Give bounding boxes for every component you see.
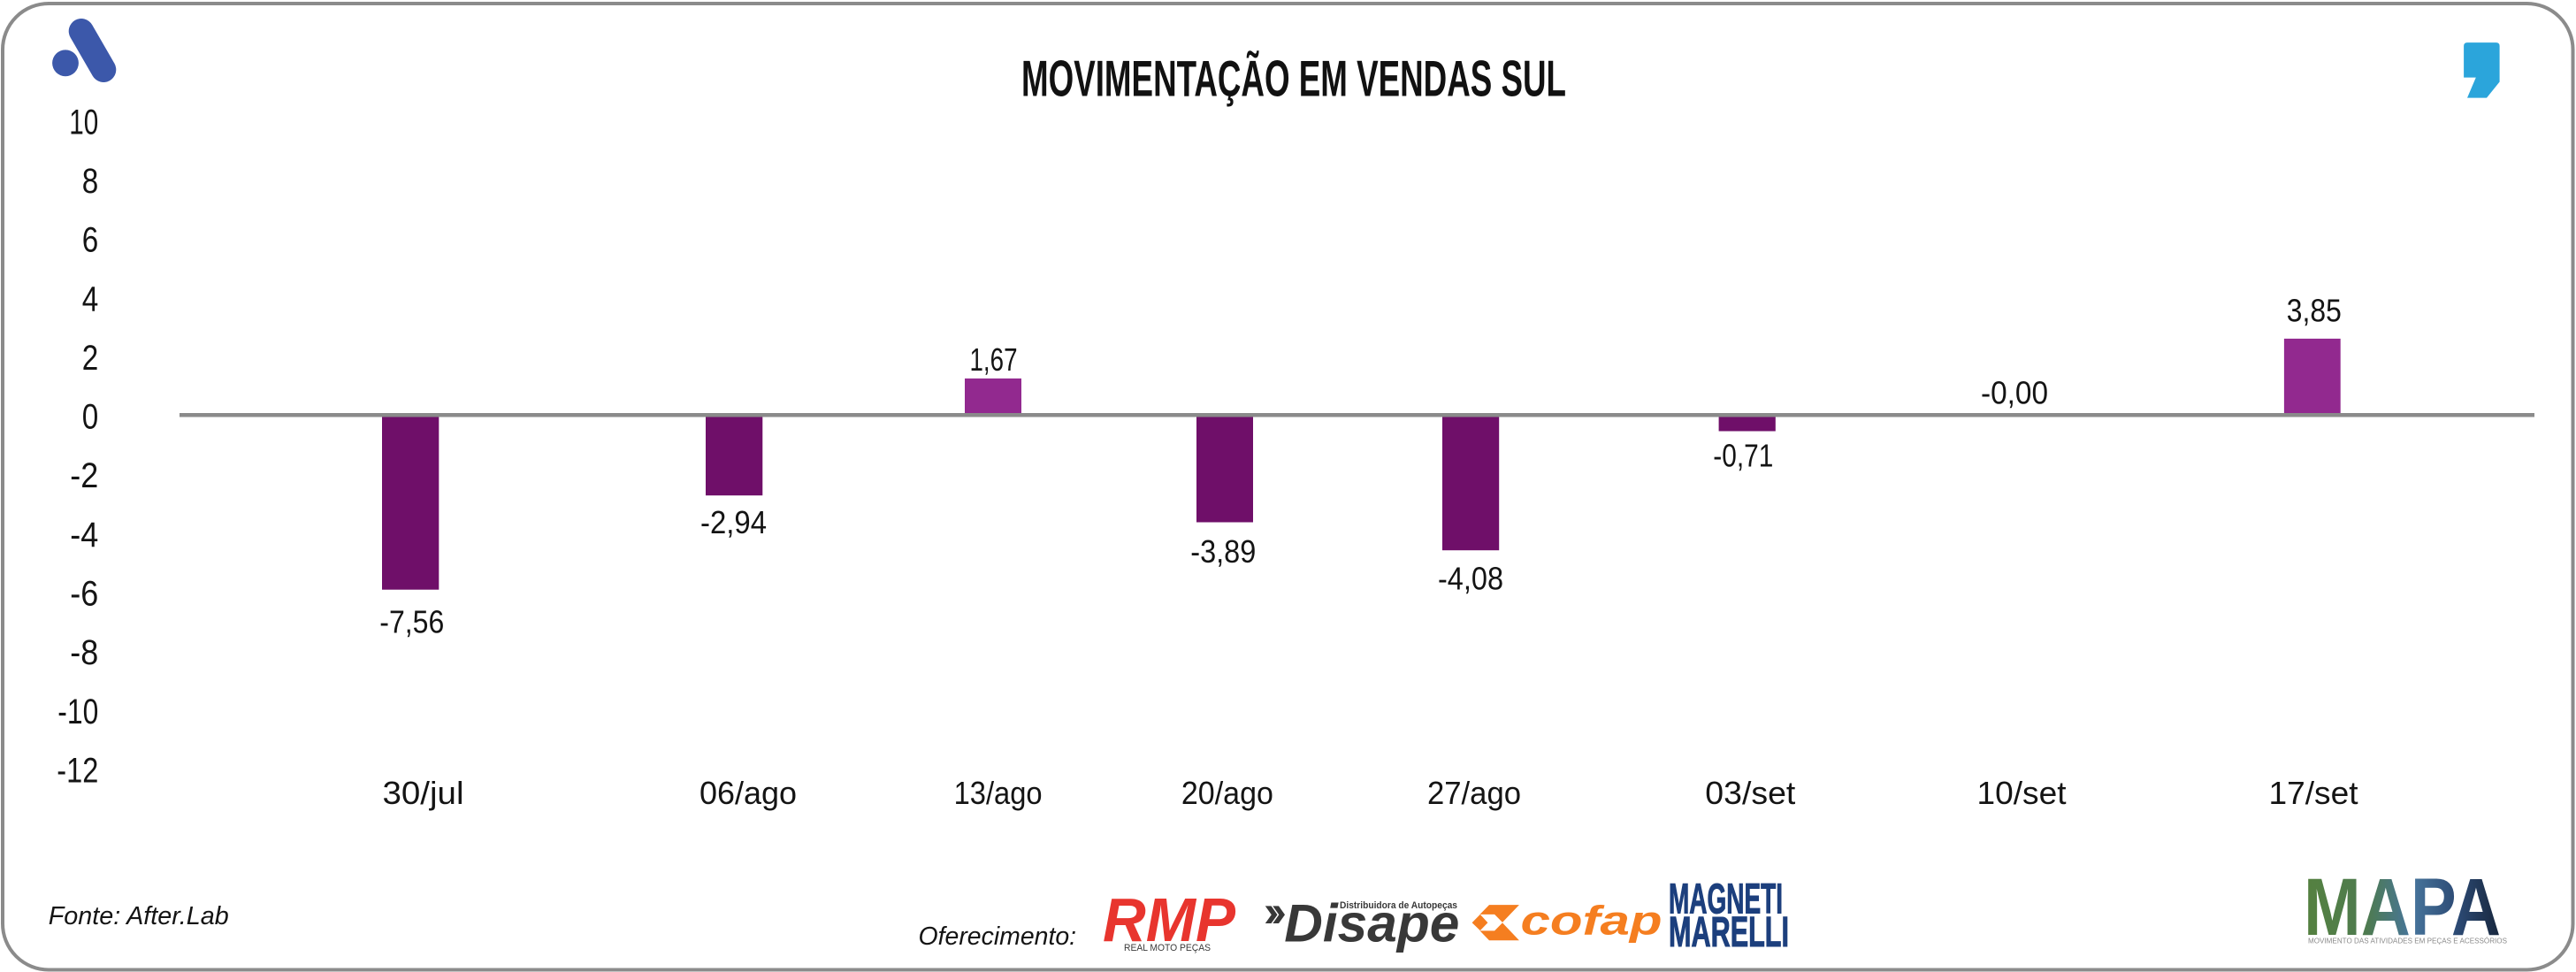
svg-text:0: 0 <box>82 398 99 437</box>
svg-text:10: 10 <box>69 103 98 142</box>
svg-text:Fonte: After.Lab: Fonte: After.Lab <box>49 902 229 930</box>
svg-text:-4,08: -4,08 <box>1438 561 1503 597</box>
svg-text:30/jul: 30/jul <box>383 775 464 811</box>
svg-text:MAGNETI: MAGNETI <box>1669 876 1783 923</box>
svg-text:17/set: 17/set <box>2269 775 2358 811</box>
svg-text:-6: -6 <box>70 575 98 614</box>
svg-text:-2: -2 <box>70 456 98 495</box>
svg-text:MOVIMENTAÇÃO EM VENDAS SUL: MOVIMENTAÇÃO EM VENDAS SUL <box>1021 50 1566 107</box>
svg-text:10/set: 10/set <box>1977 775 2067 811</box>
svg-text:27/ago: 27/ago <box>1427 775 1521 811</box>
svg-text:-3,89: -3,89 <box>1190 533 1256 570</box>
svg-text:1,67: 1,67 <box>970 341 1018 378</box>
svg-text:REAL MOTO PEÇAS: REAL MOTO PEÇAS <box>1124 943 1211 953</box>
svg-text:6: 6 <box>82 221 99 260</box>
svg-text:cofap: cofap <box>1521 897 1663 943</box>
svg-text:-12: -12 <box>57 751 98 790</box>
svg-text:3,85: 3,85 <box>2287 292 2342 328</box>
svg-text:20/ago: 20/ago <box>1181 775 1273 811</box>
svg-text:-0,71: -0,71 <box>1713 438 1773 474</box>
svg-text:MOVIMENTO DAS ATIVIDADES EM PE: MOVIMENTO DAS ATIVIDADES EM PEÇAS E ACES… <box>2308 938 2507 945</box>
svg-text:-0,00: -0,00 <box>1981 375 2048 411</box>
svg-text:-7,56: -7,56 <box>379 604 444 640</box>
svg-text:2: 2 <box>82 339 99 378</box>
svg-text:8: 8 <box>82 162 99 201</box>
svg-text:03/set: 03/set <box>1705 775 1795 811</box>
svg-text:Distribuidora de Autopeças: Distribuidora de Autopeças <box>1340 900 1457 911</box>
svg-text:-10: -10 <box>57 693 98 731</box>
svg-text:-4: -4 <box>70 516 98 555</box>
svg-text:-8: -8 <box>70 633 98 672</box>
svg-text:Disape: Disape <box>1284 894 1459 953</box>
svg-text:13/ago: 13/ago <box>954 775 1043 811</box>
svg-text:MAPA: MAPA <box>2304 862 2501 953</box>
svg-text:-2,94: -2,94 <box>700 504 767 540</box>
svg-text:MARELLI: MARELLI <box>1669 909 1789 956</box>
svg-text:06/ago: 06/ago <box>699 775 797 811</box>
svg-text:RMP: RMP <box>1103 885 1235 954</box>
svg-text:Oferecimento:: Oferecimento: <box>919 922 1077 951</box>
svg-text:4: 4 <box>82 279 99 318</box>
